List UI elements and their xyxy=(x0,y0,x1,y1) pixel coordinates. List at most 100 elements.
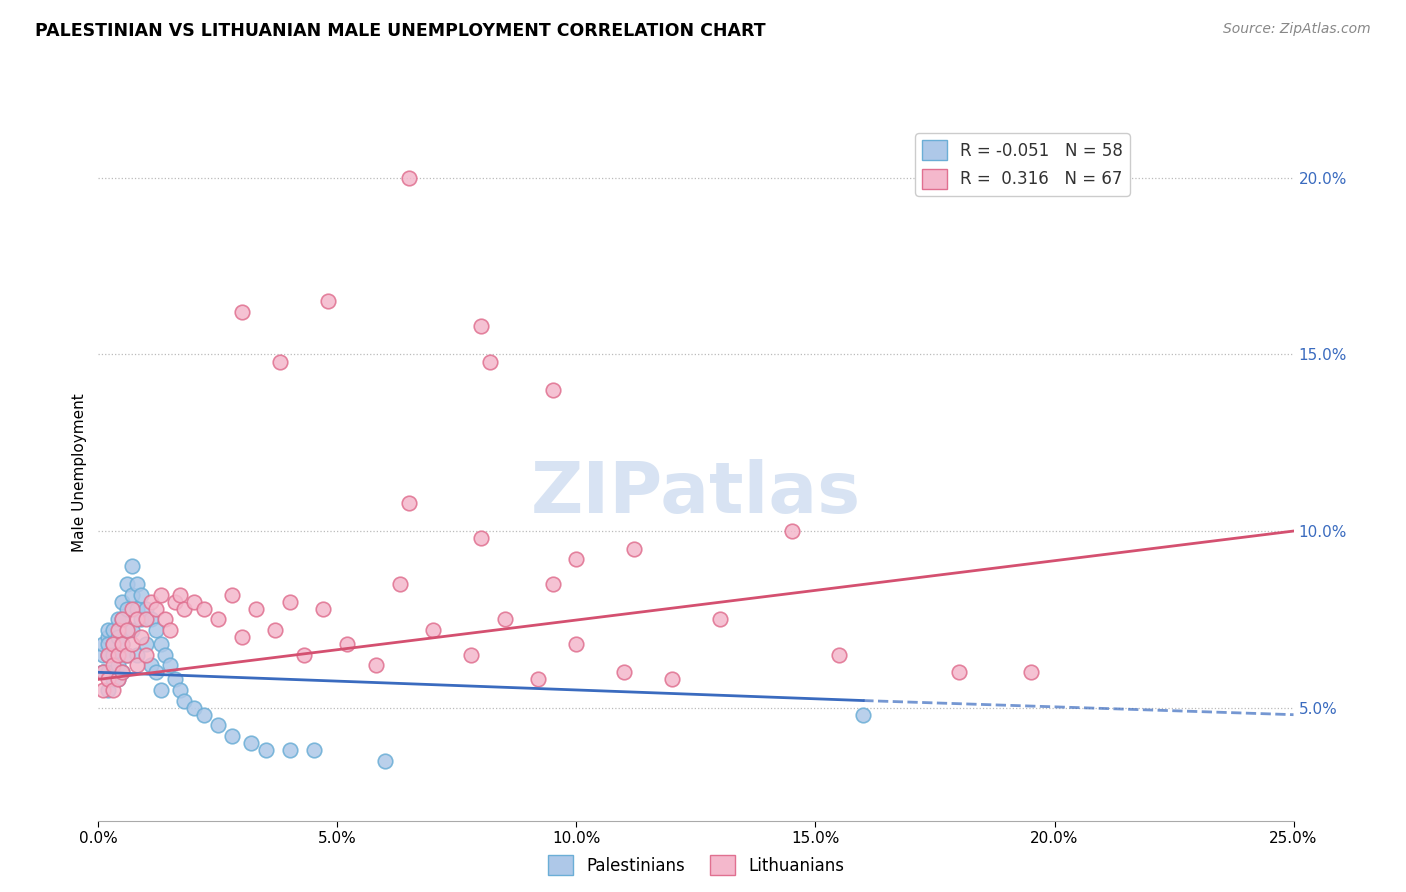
Point xyxy=(316,294,339,309)
Point xyxy=(470,531,492,545)
Point xyxy=(101,658,124,673)
Point xyxy=(135,637,157,651)
Point xyxy=(111,665,134,680)
Point xyxy=(169,683,191,698)
Point xyxy=(101,623,124,637)
Point xyxy=(221,588,243,602)
Point xyxy=(221,729,243,743)
Point xyxy=(97,683,120,698)
Point xyxy=(91,648,114,662)
Point xyxy=(107,630,129,644)
Point xyxy=(135,612,157,626)
Point xyxy=(97,648,120,662)
Point xyxy=(135,648,157,662)
Point xyxy=(111,665,134,680)
Point xyxy=(91,637,114,651)
Point xyxy=(173,693,195,707)
Point xyxy=(107,612,129,626)
Point xyxy=(163,673,186,687)
Point xyxy=(240,736,263,750)
Point xyxy=(97,630,120,644)
Point xyxy=(131,588,153,602)
Point xyxy=(193,707,215,722)
Point xyxy=(527,673,550,687)
Point xyxy=(207,612,229,626)
Point xyxy=(278,595,301,609)
Point xyxy=(709,612,731,626)
Point xyxy=(163,595,186,609)
Point xyxy=(948,665,970,680)
Point xyxy=(422,623,444,637)
Text: Source: ZipAtlas.com: Source: ZipAtlas.com xyxy=(1223,22,1371,37)
Point xyxy=(125,612,148,626)
Point xyxy=(131,630,153,644)
Text: ZIPatlas: ZIPatlas xyxy=(531,459,860,528)
Point xyxy=(155,648,177,662)
Point xyxy=(131,612,153,626)
Point xyxy=(149,637,172,651)
Point xyxy=(97,637,120,651)
Point xyxy=(115,601,138,615)
Point xyxy=(264,623,287,637)
Point xyxy=(145,665,167,680)
Point xyxy=(97,623,120,637)
Point xyxy=(91,665,114,680)
Point xyxy=(565,552,588,566)
Point xyxy=(107,648,129,662)
Point xyxy=(183,700,205,714)
Point xyxy=(661,673,683,687)
Point xyxy=(97,665,120,680)
Point xyxy=(115,648,138,662)
Point xyxy=(91,665,114,680)
Point xyxy=(278,743,301,757)
Point xyxy=(107,673,129,687)
Point xyxy=(139,658,162,673)
Point xyxy=(852,707,875,722)
Point xyxy=(388,577,411,591)
Point xyxy=(91,665,114,680)
Point xyxy=(398,170,420,185)
Point xyxy=(494,612,516,626)
Point xyxy=(159,658,181,673)
Point xyxy=(111,612,134,626)
Point xyxy=(149,588,172,602)
Point xyxy=(101,637,124,651)
Point xyxy=(115,623,138,637)
Point xyxy=(107,658,129,673)
Point xyxy=(155,612,177,626)
Point xyxy=(139,595,162,609)
Point xyxy=(159,623,181,637)
Point xyxy=(169,588,191,602)
Point xyxy=(623,541,645,556)
Point xyxy=(111,637,134,651)
Point xyxy=(312,601,335,615)
Point xyxy=(111,595,134,609)
Point xyxy=(101,648,124,662)
Point xyxy=(269,354,291,368)
Point xyxy=(121,637,143,651)
Point xyxy=(613,665,636,680)
Y-axis label: Male Unemployment: Male Unemployment xyxy=(72,393,87,552)
Point xyxy=(336,637,359,651)
Point xyxy=(101,665,124,680)
Point xyxy=(292,648,315,662)
Point xyxy=(125,648,148,662)
Point xyxy=(125,658,148,673)
Legend: Palestinians, Lithuanians: Palestinians, Lithuanians xyxy=(541,848,851,882)
Point xyxy=(245,601,267,615)
Point xyxy=(107,648,129,662)
Point xyxy=(97,648,120,662)
Point xyxy=(828,648,851,662)
Point xyxy=(115,577,138,591)
Point xyxy=(101,637,124,651)
Text: PALESTINIAN VS LITHUANIAN MALE UNEMPLOYMENT CORRELATION CHART: PALESTINIAN VS LITHUANIAN MALE UNEMPLOYM… xyxy=(35,22,766,40)
Point xyxy=(374,754,396,768)
Point xyxy=(780,524,803,538)
Point xyxy=(207,718,229,732)
Point xyxy=(254,743,277,757)
Point xyxy=(121,601,143,615)
Point xyxy=(173,601,195,615)
Point xyxy=(1019,665,1042,680)
Point xyxy=(193,601,215,615)
Point xyxy=(111,637,134,651)
